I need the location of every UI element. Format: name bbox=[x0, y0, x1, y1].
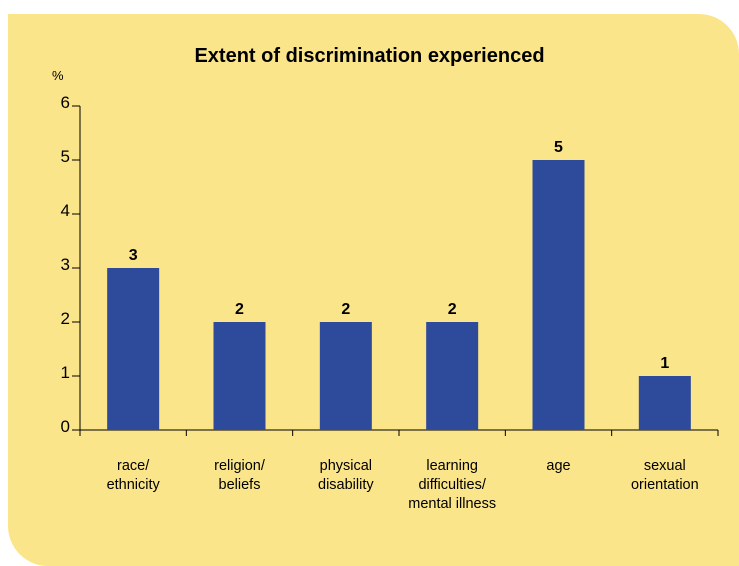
x-tick-label: orientation bbox=[631, 477, 699, 493]
bars bbox=[107, 160, 691, 430]
bar bbox=[319, 322, 372, 430]
y-tick-label: 4 bbox=[61, 201, 70, 220]
chart-title: Extent of discrimination experienced bbox=[194, 45, 545, 67]
x-tick-label: physical bbox=[320, 458, 372, 474]
data-label: 2 bbox=[341, 301, 350, 318]
x-tick-label: difficulties/ bbox=[418, 477, 486, 493]
labels: 3 race/ethnicity 2 religion/beliefs 2 physica… bbox=[107, 139, 699, 512]
data-label: 3 bbox=[129, 247, 138, 264]
bar bbox=[532, 160, 585, 430]
data-label: 5 bbox=[554, 139, 563, 156]
x-tick-label: ethnicity bbox=[107, 477, 161, 493]
x-tick-label: learning bbox=[426, 458, 478, 474]
x-tick-label: sexual bbox=[644, 458, 686, 474]
y-axis-unit: % bbox=[52, 68, 64, 83]
data-label: 2 bbox=[448, 301, 457, 318]
axes: 0 1 2 3 4 5 6 bbox=[61, 93, 719, 436]
x-tick-label: age bbox=[546, 458, 570, 474]
x-tick-label: race/ bbox=[117, 458, 150, 474]
bar bbox=[107, 268, 160, 430]
data-label: 1 bbox=[660, 355, 669, 372]
x-tick-label: beliefs bbox=[219, 477, 261, 493]
y-tick-label: 5 bbox=[61, 147, 70, 166]
x-tick-label: mental illness bbox=[408, 496, 496, 512]
y-tick-label: 1 bbox=[61, 363, 70, 382]
x-tick-label: disability bbox=[318, 477, 374, 493]
y-tick-label: 2 bbox=[61, 309, 70, 328]
y-tick-label: 3 bbox=[61, 255, 70, 274]
bar bbox=[426, 322, 479, 430]
y-tick-label: 6 bbox=[61, 93, 70, 112]
bar bbox=[638, 376, 691, 430]
data-label: 2 bbox=[235, 301, 244, 318]
bar bbox=[213, 322, 266, 430]
y-tick-label: 0 bbox=[61, 417, 70, 436]
x-tick-label: religion/ bbox=[214, 458, 266, 474]
